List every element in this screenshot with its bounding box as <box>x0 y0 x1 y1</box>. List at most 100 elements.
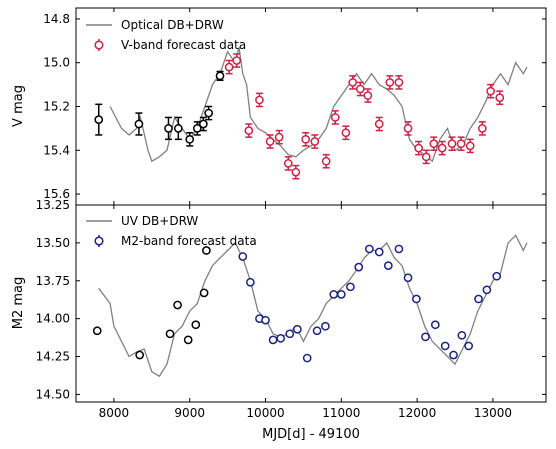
data-marker <box>385 78 395 87</box>
data-marker <box>355 84 365 94</box>
top-forecast-point <box>437 140 447 156</box>
data-marker <box>215 71 225 81</box>
data-marker <box>310 137 320 146</box>
top-forecast-point <box>348 75 358 90</box>
bottom-forecast-point <box>321 321 330 331</box>
bottom-forecast-point <box>492 271 502 281</box>
data-marker <box>224 62 234 72</box>
data-marker <box>465 141 475 151</box>
data-marker <box>474 294 483 304</box>
data-marker <box>204 108 214 118</box>
top-archival-point <box>185 132 195 147</box>
y-tick-label: 15.6 <box>43 187 70 201</box>
data-marker <box>173 124 183 133</box>
data-marker <box>346 282 355 292</box>
bottom-forecast-point <box>238 252 248 261</box>
data-marker <box>135 350 145 360</box>
bottom-archival-point <box>191 320 201 330</box>
bottom-panel: 13.25 13.50 13.75 14.00 14.25 14.50 8000 9000 1… <box>11 198 547 442</box>
data-marker <box>348 78 358 87</box>
data-marker <box>268 335 278 345</box>
bottom-forecast-point <box>440 341 450 351</box>
data-marker <box>394 78 404 87</box>
data-marker <box>246 277 255 287</box>
top-forecast-point <box>447 136 457 152</box>
data-marker <box>173 300 182 310</box>
x-axis-label: MJD[d] - 49100 <box>262 427 360 442</box>
data-marker <box>134 119 144 129</box>
data-marker <box>301 134 311 144</box>
top-forecast-point <box>330 110 340 125</box>
data-marker <box>94 115 104 124</box>
x-tick-label: 11000 <box>322 406 360 420</box>
data-marker <box>330 113 340 122</box>
data-marker <box>321 156 331 166</box>
bottom-archival-point <box>135 350 145 360</box>
top-forecast-point <box>421 149 431 165</box>
legend-v-band-swatch-marker <box>94 40 104 50</box>
legend-optical-curve-label: Optical DB+DRW <box>121 18 224 32</box>
top-forecast-point <box>385 75 395 90</box>
bottom-forecast-point <box>246 277 255 287</box>
bottom-x-ticks: 8000 9000 10000 11000 12000 13000 <box>99 205 512 420</box>
data-marker <box>312 326 322 336</box>
data-marker <box>329 290 339 299</box>
top-archival-point <box>164 116 173 141</box>
bottom-forecast-point <box>268 335 278 345</box>
data-marker <box>336 290 346 299</box>
top-data-points-layer <box>94 53 505 180</box>
bottom-forecast-point <box>302 353 312 363</box>
data-marker <box>354 262 364 272</box>
top-forecast-point <box>495 90 505 106</box>
x-tick-label: 9000 <box>174 406 205 420</box>
top-y-ticks: 14.8 15.0 15.2 15.4 15.6 <box>43 8 546 205</box>
data-marker <box>261 315 270 325</box>
top-archival-point <box>215 70 225 81</box>
y-tick-label: 13.50 <box>36 236 70 250</box>
top-forecast-point <box>355 81 365 97</box>
top-y-axis-label: V mag <box>11 85 26 127</box>
bottom-y-ticks: 13.25 13.50 13.75 14.00 14.25 14.50 <box>36 198 546 401</box>
data-marker <box>276 334 286 343</box>
top-forecast-point <box>403 121 413 136</box>
legend-v-band-label: V-band forecast data <box>121 38 246 52</box>
data-marker <box>437 143 447 153</box>
top-forecast-point <box>310 134 320 149</box>
y-tick-label: 13.75 <box>36 274 70 288</box>
data-marker <box>477 124 487 133</box>
data-marker <box>482 285 492 295</box>
data-marker <box>255 95 264 105</box>
bottom-forecast-point <box>430 320 440 330</box>
data-marker <box>447 139 457 149</box>
data-marker <box>440 341 450 351</box>
bottom-forecast-point <box>354 262 364 272</box>
bottom-forecast-point <box>449 350 458 360</box>
bottom-archival-point <box>183 335 193 345</box>
data-marker <box>283 159 293 168</box>
data-marker <box>302 353 312 363</box>
top-forecast-point <box>232 53 242 68</box>
data-marker <box>291 167 301 177</box>
data-marker <box>412 294 421 304</box>
bottom-forecast-point <box>336 290 346 299</box>
data-marker <box>403 273 413 283</box>
data-marker <box>394 244 404 254</box>
data-marker <box>492 271 502 281</box>
data-marker <box>321 321 330 331</box>
bottom-archival-point <box>202 246 211 255</box>
y-tick-label: 14.50 <box>36 387 70 401</box>
data-marker <box>374 119 384 129</box>
bottom-forecast-point <box>412 294 421 304</box>
bottom-forecast-point <box>276 334 286 343</box>
data-marker <box>183 335 193 345</box>
bottom-forecast-point <box>403 273 413 283</box>
top-forecast-point <box>255 92 264 108</box>
top-forecast-point <box>321 153 331 169</box>
top-forecast-point <box>486 83 496 99</box>
bottom-archival-point <box>92 326 102 336</box>
legend-uv-curve-label: UV DB+DRW <box>121 214 198 228</box>
top-archival-point <box>134 112 144 136</box>
x-tick-label: 8000 <box>99 406 130 420</box>
data-marker <box>199 288 209 298</box>
data-marker <box>363 91 373 100</box>
